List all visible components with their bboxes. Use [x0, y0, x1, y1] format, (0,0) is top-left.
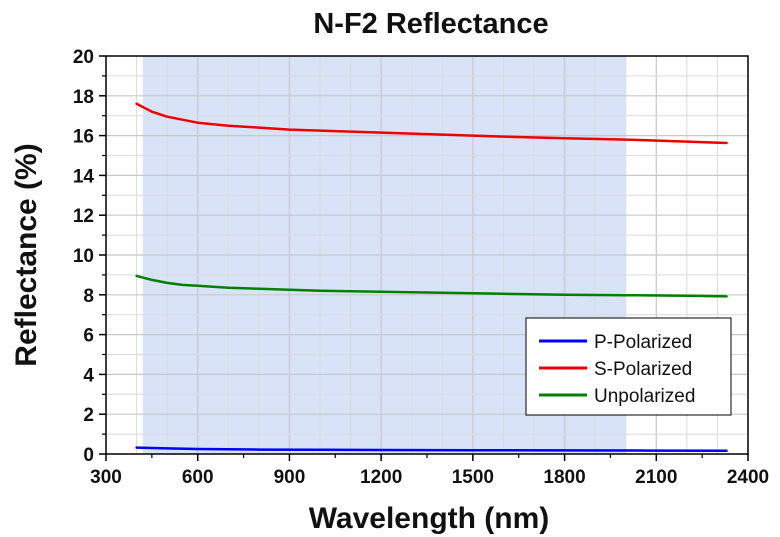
x-tick-label: 1500 — [452, 467, 494, 488]
legend-label-s: S-Polarized — [594, 359, 692, 380]
y-tick-label: 14 — [73, 166, 95, 187]
y-tick-label: 12 — [73, 206, 94, 227]
x-tick-label: 1800 — [543, 467, 585, 488]
y-tick-label: 16 — [73, 127, 94, 148]
axis-ticks: 300 600 900 1200 1500 1800 2100 2400 0 2 4 6 8 10 12 14… — [73, 47, 769, 488]
y-axis-label: Reflectance (%) — [10, 143, 43, 366]
x-tick-label: 2100 — [635, 467, 677, 488]
y-tick-label: 8 — [83, 286, 94, 307]
series-group — [135, 102, 728, 453]
y-tick-label: 10 — [73, 246, 94, 267]
y-tick-label: 6 — [83, 326, 94, 347]
chart-title: N-F2 Reflectance — [313, 8, 548, 40]
y-tick-label: 18 — [73, 87, 94, 108]
series-line-unpolarized — [135, 274, 728, 298]
y-tick-label: 20 — [73, 47, 94, 68]
legend-label-unpolarized: Unpolarized — [594, 386, 695, 407]
x-tick-label: 900 — [274, 467, 306, 488]
x-tick-label: 2400 — [727, 467, 769, 488]
legend-label-p: P-Polarized — [594, 332, 692, 353]
series-line-s-polarized — [135, 102, 728, 145]
x-tick-label: 1200 — [360, 467, 402, 488]
y-tick-label: 0 — [83, 445, 94, 466]
x-axis-label: Wavelength (nm) — [309, 502, 550, 535]
y-tick-label: 2 — [83, 405, 94, 426]
x-tick-label: 600 — [182, 467, 214, 488]
legend: P-Polarized S-Polarized Unpolarized — [525, 317, 732, 416]
series-line-p-polarized — [135, 446, 728, 453]
x-tick-label: 300 — [90, 467, 122, 488]
y-tick-label: 4 — [83, 365, 94, 386]
